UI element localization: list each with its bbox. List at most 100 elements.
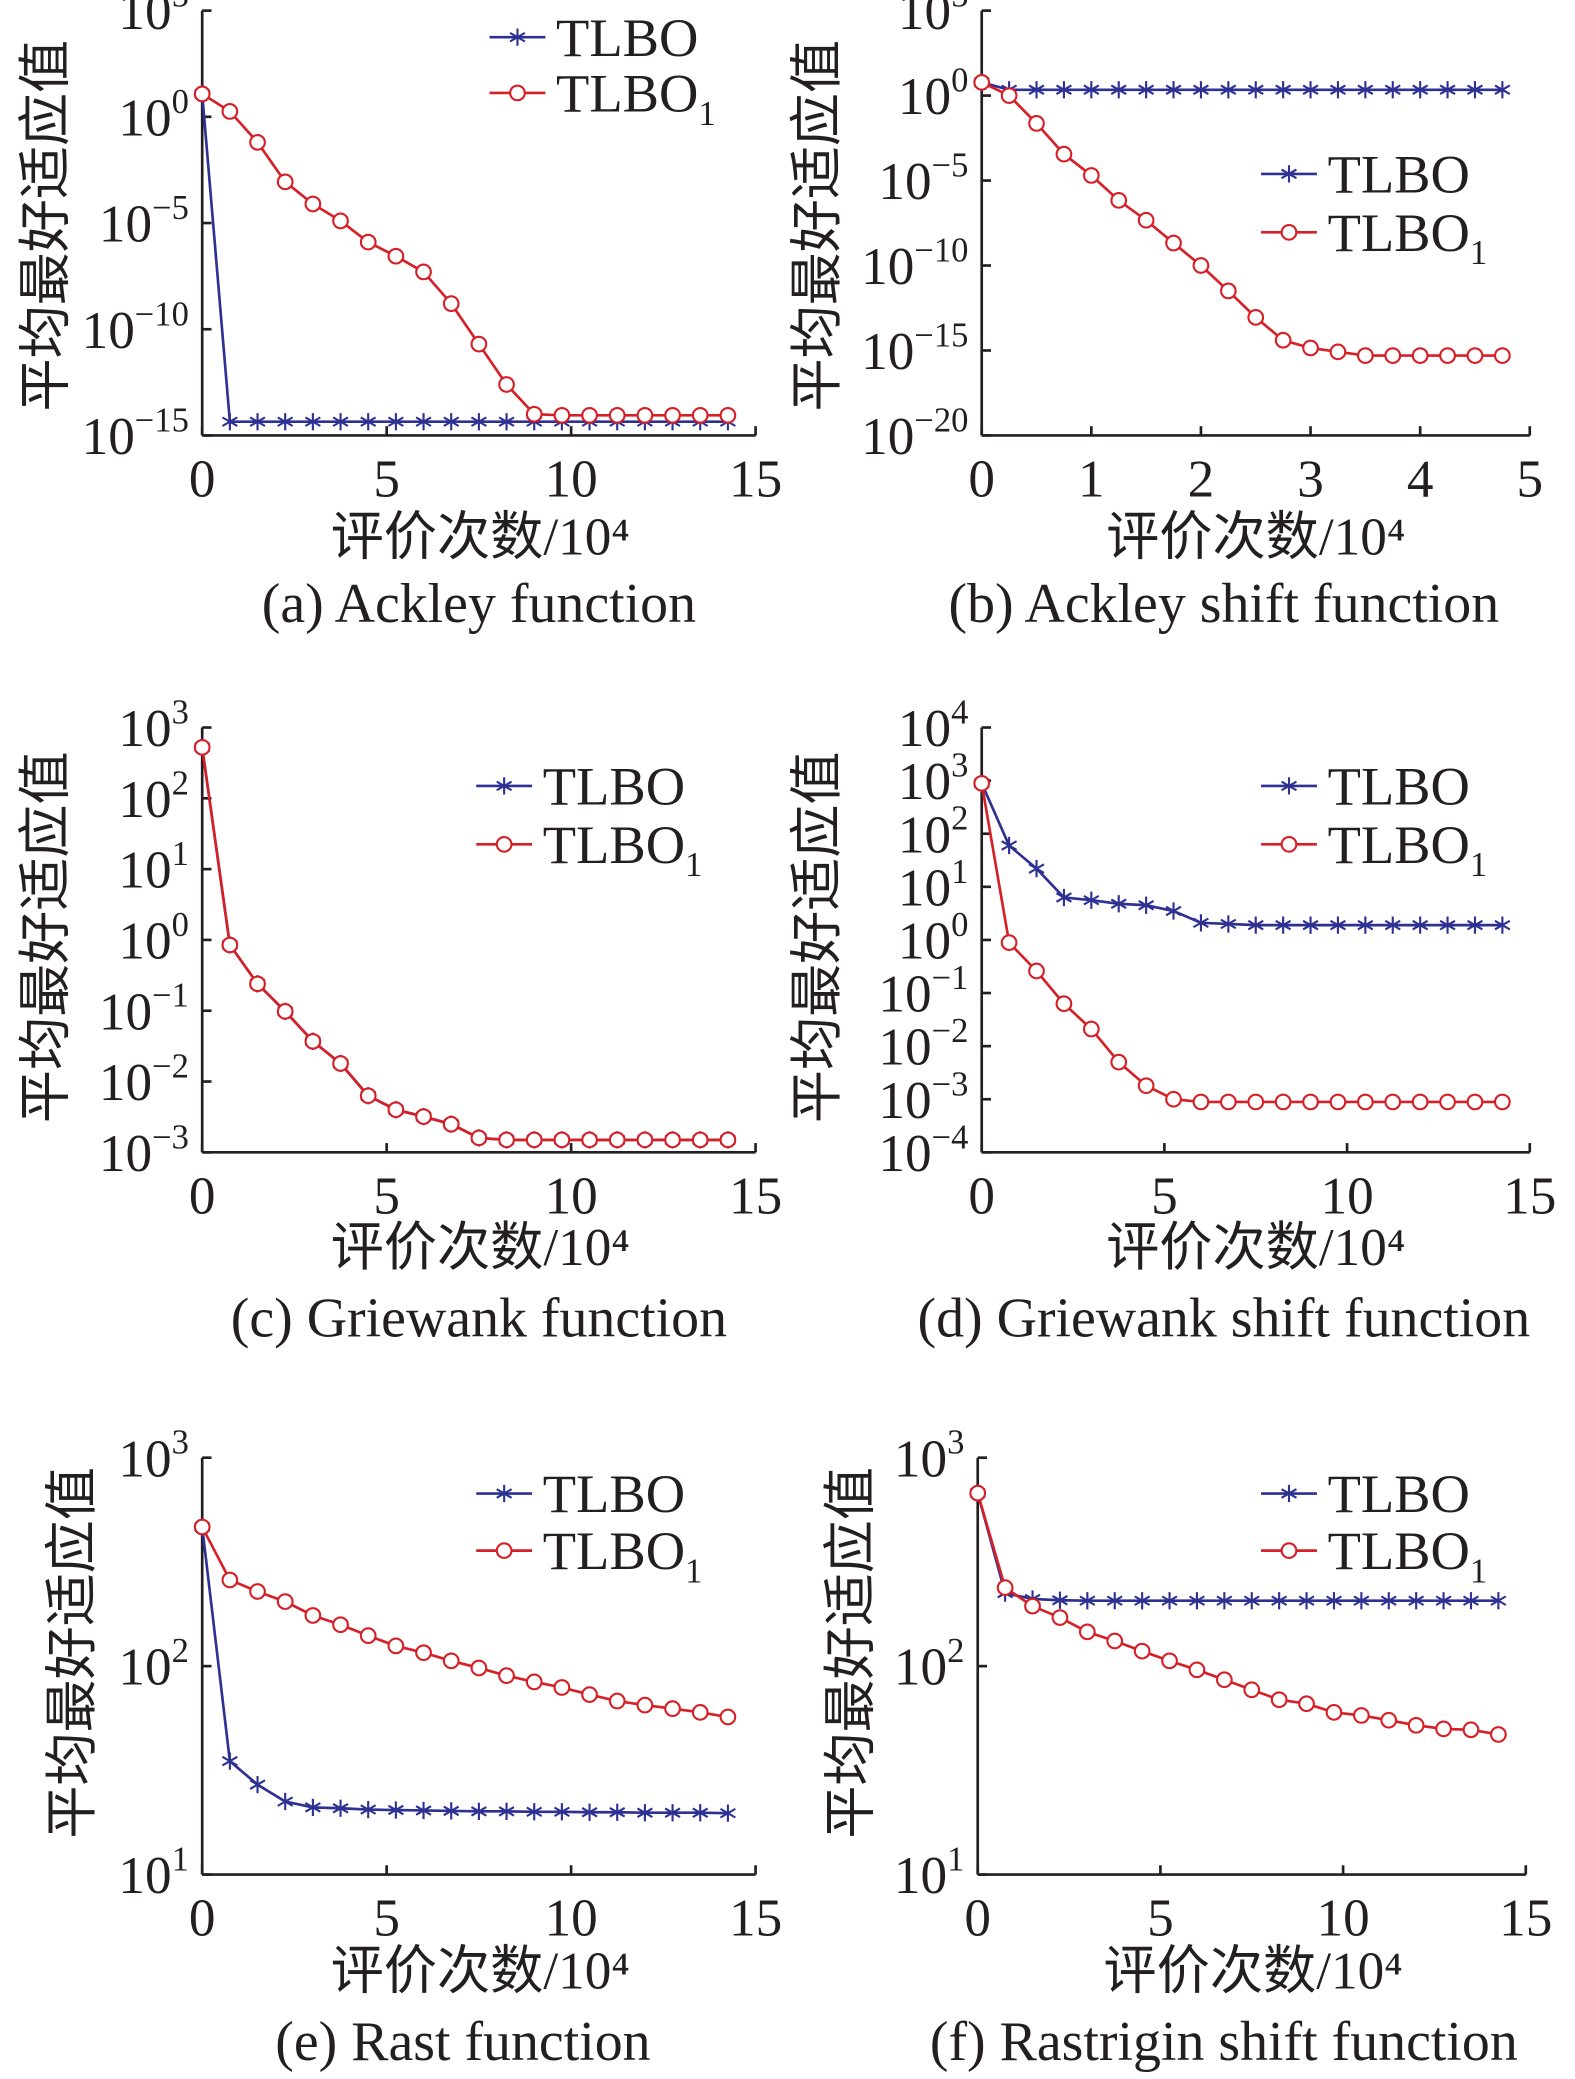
data-point-tlbo1 (1384, 1093, 1402, 1111)
chart-panel-e: 0 5 10 15103102101TLBOTLBO1平均最好适应值评价次数/10⁴(… (44, 1424, 782, 2073)
y-tick-label: 102 (118, 1632, 188, 1697)
data-point-tlbo1 (1082, 167, 1100, 184)
data-point-tlbo1 (1165, 1090, 1182, 1108)
y-tick-exponent: −3 (932, 1065, 969, 1103)
data-point-tlbo1 (1356, 347, 1374, 364)
data-point-tlbo1 (1407, 1716, 1425, 1734)
y-tick-exponent: −5 (152, 189, 189, 227)
data-point-tlbo1 (1302, 339, 1319, 357)
data-point-tlbo1 (1411, 347, 1429, 364)
data-point-tlbo1 (442, 295, 460, 313)
y-tick-mantissa: 10 (878, 1072, 931, 1130)
data-point-tlbo1 (608, 406, 626, 424)
data-point-tlbo (1494, 81, 1511, 99)
data-point-tlbo1 (996, 1579, 1014, 1596)
x-tick-label: 5 (1516, 451, 1543, 509)
data-point-tlbo (1384, 916, 1401, 934)
data-point-tlbo (415, 413, 432, 431)
data-point-tlbo (360, 413, 377, 431)
data-point-tlbo1 (304, 1032, 322, 1050)
y-tick-exponent: −3 (152, 1118, 189, 1156)
data-point-tlbo1 (691, 1131, 709, 1149)
data-point-tlbo (1329, 81, 1346, 99)
data-point-tlbo1 (973, 73, 991, 91)
y-tick-mantissa: 10 (99, 1054, 152, 1112)
data-point-tlbo1 (608, 1692, 626, 1710)
data-point-tlbo (1051, 1591, 1068, 1609)
data-point-tlbo1 (304, 195, 322, 213)
data-point-tlbo (1435, 1592, 1452, 1610)
y-tick-mantissa: 10 (118, 913, 171, 971)
x-tick-label: 15 (729, 1167, 782, 1225)
y-tick-mantissa: 10 (861, 323, 914, 381)
data-point-tlbo1 (969, 1484, 987, 1502)
data-point-tlbo1 (276, 173, 294, 191)
y-tick-exponent: −10 (914, 232, 968, 270)
data-point-tlbo (1083, 891, 1100, 909)
data-point-tlbo1 (553, 1131, 571, 1149)
data-point-tlbo1 (525, 1673, 543, 1691)
data-point-tlbo1 (498, 1131, 515, 1149)
data-point-tlbo (304, 413, 321, 431)
legend-marker-tlbo (496, 777, 513, 795)
y-tick-label: 102 (898, 800, 968, 865)
x-tick-label: 10 (1320, 1167, 1373, 1225)
legend-item-tlbo: TLBO (476, 1463, 685, 1524)
data-point-tlbo1 (1384, 347, 1402, 364)
data-point-tlbo (719, 1804, 736, 1822)
x-tick-label: 2 (1188, 451, 1215, 509)
x-tick-label: 0 (189, 1890, 216, 1948)
y-tick-exponent: −10 (135, 295, 189, 333)
data-point-tlbo1 (1435, 1720, 1452, 1738)
data-point-tlbo1 (1462, 1721, 1480, 1739)
data-point-tlbo (1138, 81, 1155, 99)
y-tick-exponent: −15 (914, 317, 968, 355)
x-tick-label: 15 (729, 451, 782, 509)
data-point-tlbo (1353, 1592, 1370, 1610)
y-tick-mantissa: 10 (118, 1430, 171, 1488)
data-point-tlbo (1188, 1592, 1205, 1610)
legend-subscript: 1 (1470, 846, 1487, 884)
data-point-tlbo (498, 1802, 515, 1820)
data-point-tlbo1 (1137, 211, 1155, 229)
data-point-tlbo (1192, 914, 1209, 932)
data-point-tlbo1 (553, 1679, 571, 1696)
data-point-tlbo1 (1161, 1652, 1178, 1670)
data-point-tlbo1 (1325, 1703, 1343, 1721)
data-point-tlbo1 (1489, 1726, 1507, 1743)
legend-label-tlbo: TLBO (1328, 1463, 1470, 1524)
chart-caption: (a) Ackley function (262, 573, 696, 635)
data-point-tlbo1 (470, 335, 488, 353)
legend-item-tlbo: TLBO (1261, 144, 1470, 204)
legend-label-tlbo: TLBO (543, 1463, 685, 1524)
y-tick-mantissa: 10 (82, 408, 135, 466)
y-tick-label: 10−5 (99, 189, 189, 254)
legend-label-tlbo1: TLBO1 (1328, 202, 1488, 272)
data-point-tlbo (1247, 81, 1264, 99)
x-tick-label: 15 (1503, 1167, 1556, 1225)
data-point-tlbo1 (415, 1644, 432, 1662)
x-tick-label: 5 (1151, 1167, 1178, 1225)
x-tick-label: 5 (373, 1890, 400, 1948)
y-tick-exponent: 1 (172, 1841, 189, 1879)
legend-name: TLBO (543, 1463, 685, 1524)
x-axis-label: 评价次数/10⁴ (1106, 1219, 1405, 1277)
y-tick-mantissa: 10 (878, 153, 931, 211)
x-tick-label: 15 (1499, 1890, 1552, 1948)
series-line-tlbo (980, 782, 1503, 927)
legend-marker-tlbo1 (495, 1542, 513, 1559)
y-tick-mantissa: 10 (118, 842, 171, 900)
legend-name: TLBO (543, 814, 685, 875)
y-tick-label: 10−5 (878, 147, 968, 212)
data-point-tlbo (1466, 81, 1483, 99)
y-axis-label: 平均最好适应值 (18, 40, 76, 412)
data-point-tlbo (1110, 895, 1127, 913)
data-point-tlbo1 (608, 1131, 626, 1149)
y-tick-mantissa: 10 (118, 1639, 171, 1697)
y-tick-exponent: 5 (172, 0, 189, 15)
data-point-tlbo1 (1270, 1691, 1288, 1709)
data-point-tlbo1 (719, 1131, 737, 1149)
